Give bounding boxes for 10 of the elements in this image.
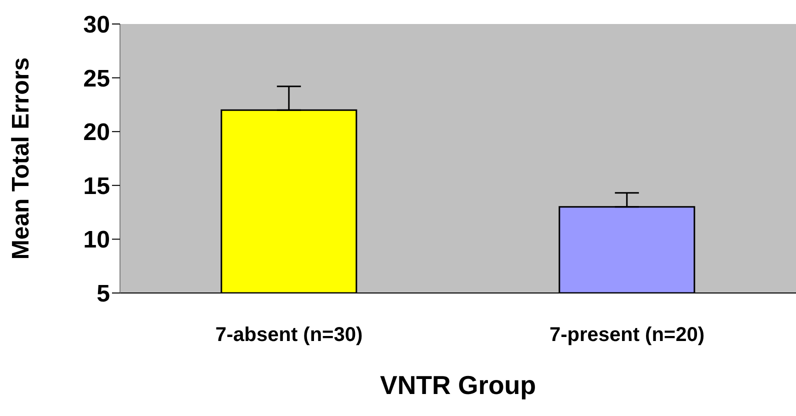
- y-tick-label: 30: [83, 12, 110, 39]
- y-tick-label: 20: [83, 119, 110, 146]
- y-tick-label: 25: [83, 65, 110, 92]
- y-tick-label: 15: [83, 172, 110, 200]
- x-tick-label: 7-absent (n=30): [215, 324, 363, 346]
- y-tick-label: 10: [83, 226, 110, 254]
- x-axis-title: VNTR Group: [380, 370, 536, 400]
- y-axis-title: Mean Total Errors: [8, 57, 35, 260]
- y-tick-label: 5: [96, 280, 110, 308]
- x-tick-label: 7-present (n=20): [549, 324, 705, 346]
